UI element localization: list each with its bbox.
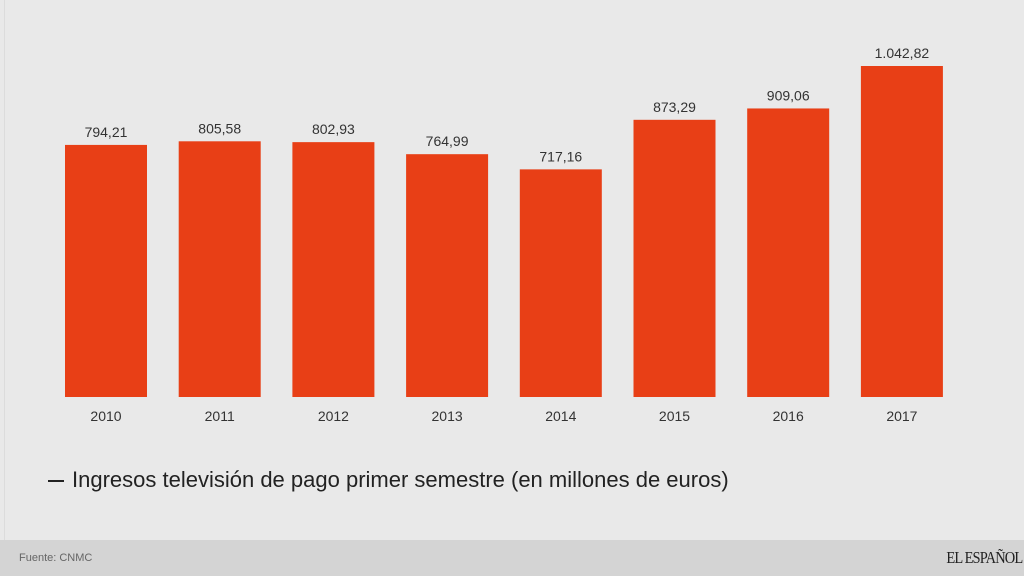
bar-2011 — [178, 141, 261, 397]
x-tick-label: 2016 — [773, 408, 804, 424]
legend-line-icon — [48, 480, 64, 483]
legend-label: Ingresos televisión de pago primer semes… — [72, 467, 729, 492]
chart-frame — [4, 0, 1024, 540]
value-label: 794,21 — [85, 124, 128, 140]
bar-chart: 794,21 2010 805,58 2011 802,93 2012 764,99 2013… — [65, 45, 943, 424]
bar-2012 — [292, 142, 375, 397]
bar-2013 — [406, 154, 489, 397]
bar-2017 — [860, 66, 943, 397]
bar-2014 — [519, 169, 602, 397]
x-tick-label: 2013 — [432, 408, 463, 424]
x-tick-label: 2010 — [90, 408, 121, 424]
x-tick-label: 2015 — [659, 408, 690, 424]
value-label: 717,16 — [539, 148, 582, 164]
x-tick-label: 2011 — [205, 408, 235, 424]
x-tick-label: 2017 — [886, 408, 917, 424]
footer: Fuente: CNMC EL ESPAÑOL — [0, 540, 1024, 576]
x-tick-label: 2014 — [545, 408, 576, 424]
el-espanol-logo: EL ESPAÑOL — [946, 548, 1023, 567]
value-label: 909,06 — [767, 87, 810, 103]
value-label: 802,93 — [312, 121, 355, 137]
value-label: 764,99 — [426, 133, 469, 149]
bar-2010 — [65, 144, 147, 397]
value-label: 805,58 — [198, 120, 241, 136]
bar-2015 — [633, 119, 716, 397]
bar-2016 — [747, 108, 830, 397]
source-text: Fuente: CNMC — [19, 552, 93, 564]
legend: Ingresos televisión de pago primer semes… — [48, 467, 729, 493]
value-label: 1.042,82 — [875, 45, 930, 61]
value-label: 873,29 — [653, 99, 696, 115]
x-tick-label: 2012 — [318, 408, 349, 424]
